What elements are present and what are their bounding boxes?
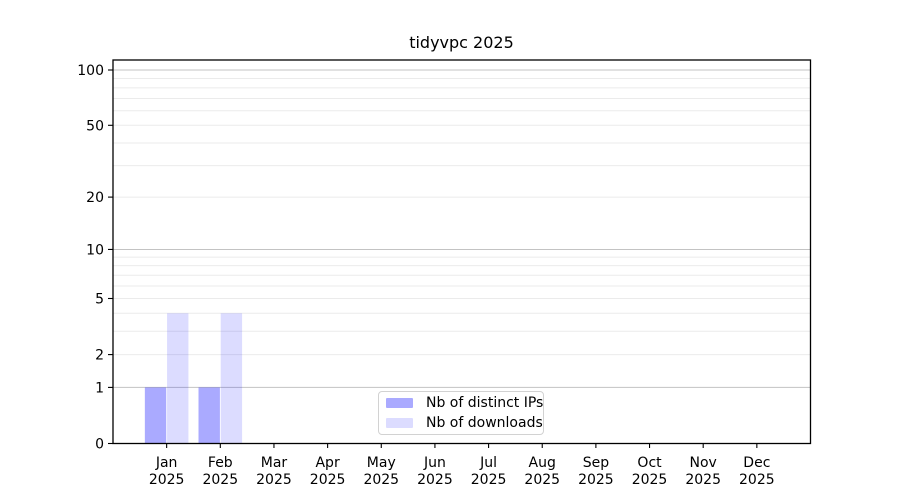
- x-tick-label-month: Jul: [479, 455, 497, 471]
- y-tick-label: 2: [95, 348, 104, 364]
- plot-border: [112, 59, 812, 445]
- bar-distinct-ips-feb-2025: [198, 387, 220, 444]
- x-tick-label-year: 2025: [363, 472, 399, 488]
- legend-item-distinct-ips: Nb of distinct IPs: [386, 395, 543, 411]
- y-tick-label: 100: [77, 63, 104, 79]
- y-tick-label: 0: [95, 437, 104, 453]
- legend: Nb of distinct IPs Nb of downloads: [378, 391, 544, 435]
- x-tick-label-year: 2025: [739, 472, 775, 488]
- bar-downloads-jan-2025: [167, 313, 189, 444]
- bar-distinct-ips-jan-2025: [144, 387, 167, 444]
- x-tick-label-month: May: [367, 455, 396, 471]
- x-tick-label-month: Aug: [529, 455, 556, 471]
- x-tick-label-month: Jan: [155, 455, 178, 471]
- x-tick-label-year: 2025: [202, 472, 238, 488]
- bar-downloads-feb-2025: [220, 313, 243, 444]
- x-tick-label-month: Jun: [423, 455, 446, 471]
- x-tick-label-month: Apr: [315, 455, 339, 471]
- legend-swatch-downloads: [386, 418, 413, 428]
- x-tick-label-year: 2025: [149, 472, 185, 488]
- legend-swatch-distinct-ips: [386, 398, 413, 408]
- x-tick-label-year: 2025: [256, 472, 292, 488]
- y-tick-label: 1: [95, 380, 104, 396]
- x-tick-label-month: Nov: [690, 455, 717, 471]
- legend-label-downloads: Nb of downloads: [426, 415, 543, 431]
- y-tick-label: 5: [95, 291, 104, 307]
- x-tick-label-month: Oct: [637, 455, 662, 471]
- x-tick-label-month: Feb: [208, 455, 233, 471]
- x-tick-label-month: Dec: [743, 455, 770, 471]
- y-tick-label: 50: [86, 118, 104, 134]
- x-tick-label-year: 2025: [310, 472, 346, 488]
- chart-title: tidyvpc 2025: [409, 33, 514, 52]
- x-tick-label-year: 2025: [471, 472, 507, 488]
- x-tick-label-month: Sep: [583, 455, 610, 471]
- legend-label-distinct-ips: Nb of distinct IPs: [426, 395, 544, 411]
- x-tick-label-year: 2025: [685, 472, 721, 488]
- y-tick-label: 10: [86, 242, 104, 258]
- y-tick-label: 20: [86, 190, 104, 206]
- x-tick-label-year: 2025: [417, 472, 453, 488]
- x-tick-label-year: 2025: [578, 472, 614, 488]
- x-tick-label-year: 2025: [524, 472, 560, 488]
- x-tick-label-month: Mar: [261, 455, 288, 471]
- x-tick-label-year: 2025: [632, 472, 668, 488]
- legend-item-downloads: Nb of downloads: [386, 415, 543, 431]
